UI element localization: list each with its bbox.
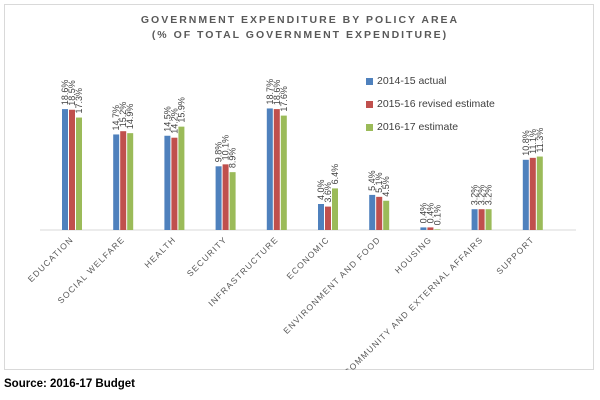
legend-item-2016-17: 2016-17 estimate: [366, 121, 458, 133]
bar-3-7: [383, 200, 390, 230]
legend-swatch: [366, 100, 373, 108]
bar-3-8: [434, 229, 441, 230]
category-label: HEALTH: [142, 234, 177, 269]
bar-3-9: [485, 209, 492, 230]
chart-title: GOVERNMENT EXPENDITURE BY POLICY AREA: [140, 14, 460, 26]
data-label: 3.2%: [484, 185, 494, 206]
legend-label: 2014-15 actual: [377, 75, 447, 87]
bar-1-6: [318, 204, 324, 230]
category-label: SUPPORT: [494, 234, 536, 276]
data-label: 9.8%: [214, 142, 224, 163]
legend-label: 2015-16 revised estimate: [377, 98, 495, 110]
data-label: 18.6%: [272, 80, 282, 106]
bar-3-6: [332, 188, 338, 230]
category-label: EDUCATION: [26, 234, 76, 284]
data-label: 10.1%: [221, 135, 231, 161]
data-label: 15.2%: [118, 102, 128, 128]
bar-1-5: [266, 108, 273, 230]
bar-chart: 18.6%18.5%17.3%EDUCATION14.7%15.2%14.9%S…: [26, 79, 576, 370]
bar-3-10: [536, 156, 543, 230]
category-label: HOUSING: [393, 234, 434, 275]
data-label: 14.5%: [162, 106, 172, 132]
data-label: 0.4%: [418, 203, 428, 224]
data-label: 18.6%: [60, 80, 70, 106]
bar-2-1: [69, 109, 75, 230]
bar-2-4: [222, 164, 229, 230]
legend-label: 2016-17 estimate: [377, 121, 459, 133]
bar-3-4: [229, 172, 236, 230]
data-label: 15.9%: [176, 97, 186, 123]
data-label: 17.3%: [74, 88, 84, 114]
data-label: 14.7%: [111, 105, 121, 131]
data-label: 11.3%: [535, 128, 545, 153]
bar-2-9: [478, 209, 485, 230]
bar-2-10: [529, 157, 536, 230]
bar-2-5: [273, 109, 280, 230]
bar-1-9: [471, 209, 478, 230]
chart-frame: [4, 4, 594, 370]
category-label: SECURITY: [185, 234, 229, 278]
data-label: 3.6%: [323, 182, 333, 203]
data-label: 0.4%: [425, 203, 435, 224]
data-label: 8.9%: [228, 148, 238, 169]
bar-1-8: [420, 227, 427, 230]
bar-1-10: [522, 159, 529, 230]
bar-3-5: [280, 115, 287, 230]
data-label: 17.6%: [279, 86, 289, 112]
bar-2-6: [325, 206, 331, 230]
bar-1-3: [164, 135, 171, 230]
data-label: 5.1%: [374, 172, 384, 193]
data-label: 4.5%: [381, 176, 391, 197]
bar-2-7: [376, 196, 383, 230]
category-label: ENVIRONMENT AND FOOD: [281, 234, 382, 335]
bar-3-3: [178, 126, 185, 230]
bar-3-2: [127, 133, 134, 230]
legend-item-2014-15: 2014-15 actual: [366, 75, 446, 87]
data-label: 18.7%: [265, 79, 275, 105]
bar-3-1: [76, 117, 82, 230]
source-note: Source: 2016-17 Budget: [4, 378, 136, 390]
bar-1-4: [215, 166, 222, 230]
data-label: 6.4%: [330, 164, 340, 185]
chart-subtitle: (% OF TOTAL GOVERNMENT EXPENDITURE): [151, 29, 449, 41]
bar-2-8: [427, 227, 434, 230]
bar-2-3: [171, 137, 178, 230]
data-label: 14.9%: [125, 104, 135, 130]
bar-1-7: [369, 194, 376, 230]
bar-1-2: [113, 134, 120, 230]
data-label: 0.1%: [432, 205, 442, 226]
data-label: 5.4%: [367, 170, 377, 191]
bar-2-2: [120, 131, 127, 230]
legend-swatch: [366, 123, 373, 131]
data-label: 4.0%: [316, 179, 326, 200]
legend-item-2015-16: 2015-16 revised estimate: [366, 98, 495, 110]
data-label: 3.2%: [470, 185, 480, 206]
data-label: 3.2%: [477, 185, 487, 206]
bar-1-1: [62, 109, 68, 230]
category-label: ECONOMIC: [284, 234, 331, 281]
data-label: 14.2%: [169, 108, 179, 134]
legend-swatch: [366, 77, 373, 85]
data-label: 10.8%: [521, 130, 531, 156]
data-label: 11.1%: [528, 129, 538, 154]
data-label: 18.5%: [67, 80, 77, 106]
